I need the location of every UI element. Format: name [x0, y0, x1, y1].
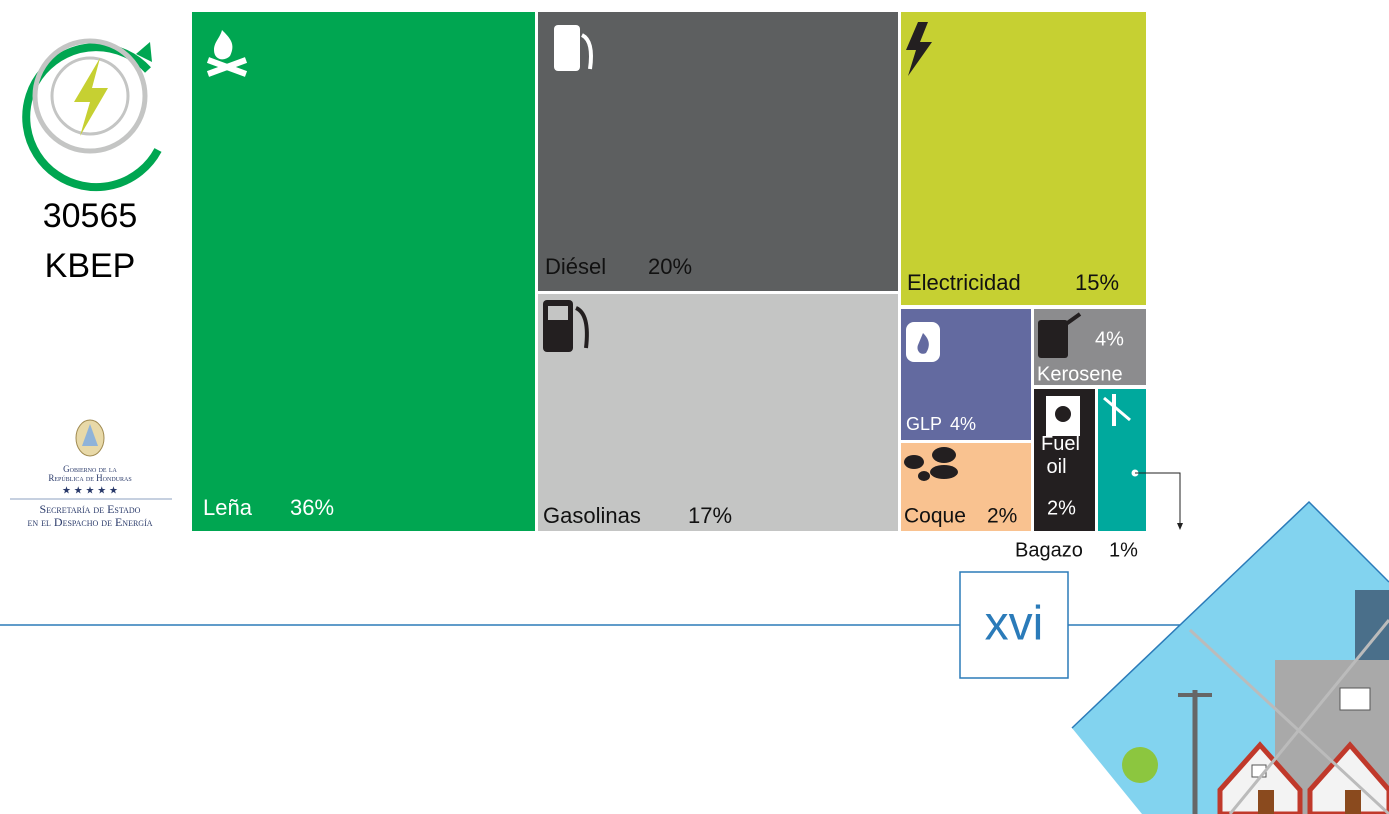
crest-triangle: [82, 424, 98, 446]
tile-value: 15%: [1075, 270, 1119, 295]
tile-label: Fuel oil: [1041, 433, 1080, 478]
tile-value: 1%: [1109, 539, 1138, 561]
fire-icon: [214, 30, 233, 60]
total: 30565: [43, 197, 138, 235]
fuel-icon-window: [548, 306, 568, 320]
tile-label: Bagazo: [1015, 539, 1083, 561]
diamond-frame: [1188, 628, 1389, 814]
cane-icon: [1103, 396, 1131, 422]
tile-value: 2%: [1047, 497, 1076, 519]
tile-label: Kerosene: [1037, 363, 1123, 385]
page-number-box: [959, 571, 1069, 679]
icons: [206, 22, 1131, 481]
page-number: xvi: [985, 598, 1044, 651]
coat-of-arms: [75, 419, 105, 457]
tile-label: Leña: [203, 495, 253, 520]
tree: [1122, 747, 1158, 783]
diamond-frame: [1228, 619, 1389, 814]
tile-value: 20%: [648, 254, 692, 279]
tile: [901, 443, 1031, 531]
tile: [538, 12, 898, 291]
fuel-icon: [580, 33, 593, 70]
tile-value: 4%: [1095, 328, 1124, 350]
logo-line: en el Despacho de Energía: [27, 515, 152, 529]
coal-icon: [930, 465, 958, 479]
coal-icon: [932, 447, 956, 463]
tile: [192, 12, 535, 531]
logo-line: Secretaría de Estado: [40, 502, 141, 516]
gas-icon-flame: [917, 333, 929, 354]
tile: [538, 294, 898, 531]
tile-label: Diésel: [545, 254, 606, 279]
barrel-icon: [1055, 406, 1071, 422]
fuel-icon: [574, 306, 589, 349]
unit: KBEP: [45, 247, 136, 285]
logo-line: Gobierno de la: [63, 464, 117, 474]
can-icon: [1064, 312, 1082, 326]
tile-label: Electricidad: [907, 270, 1021, 295]
door: [1258, 790, 1274, 814]
logo-bolt: [74, 58, 108, 136]
stars: ★ ★ ★ ★ ★: [62, 486, 118, 497]
illustration: [1071, 500, 1389, 814]
logo-ring: [32, 38, 148, 154]
tile-value: 17%: [688, 503, 732, 528]
tile: [901, 12, 1146, 305]
door: [1345, 790, 1361, 814]
fuel-icon: [554, 25, 580, 71]
wood-icon: [206, 57, 248, 77]
tile-value: 4%: [950, 414, 976, 434]
logo-line: República de Honduras: [48, 473, 131, 483]
tile-value: 2%: [987, 505, 1017, 528]
logo-arc: [22, 43, 162, 192]
callout-line: [1135, 472, 1181, 524]
coal-icon: [904, 455, 924, 469]
coal-icon: [918, 471, 930, 481]
energy-logo: [22, 38, 162, 192]
bolt-icon: [906, 22, 932, 76]
logo-ring: [50, 56, 130, 136]
logo-arrow: [136, 42, 152, 62]
tile-label: Coque: [904, 505, 966, 528]
diamond-border: [1071, 500, 1389, 729]
tile-label: GLP: [906, 414, 942, 434]
window: [1339, 687, 1371, 711]
tile-value: 36%: [290, 495, 334, 520]
can-icon: [1038, 320, 1068, 358]
callout-arrow: [1177, 523, 1183, 530]
tile: [1098, 389, 1146, 531]
tile-label: Gasolinas: [543, 503, 641, 528]
treemap: [192, 12, 1146, 531]
